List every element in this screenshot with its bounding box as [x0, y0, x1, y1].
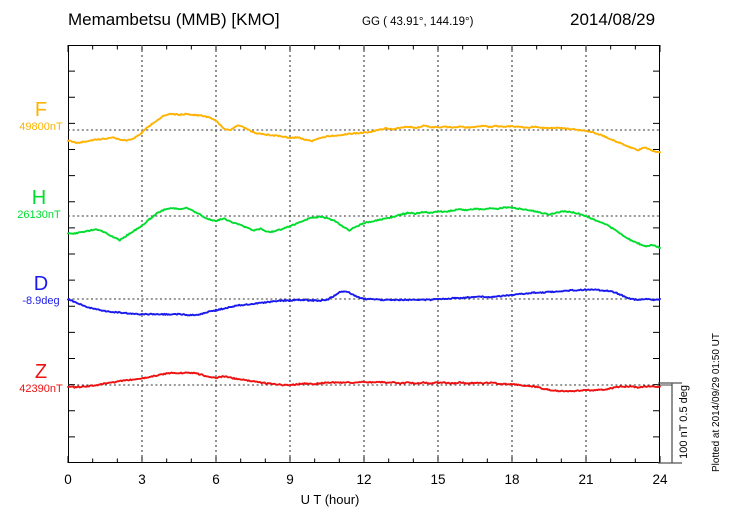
component-baseline-d: -8.9deg [22, 295, 60, 307]
x-axis-title: U T (hour) [0, 492, 730, 507]
x-axis-tick-label: 18 [504, 472, 520, 487]
component-baseline-z: 42390nT [19, 383, 63, 395]
x-axis-title-text: U T (hour) [300, 492, 360, 507]
x-axis-tick-label: 3 [138, 472, 146, 487]
component-code-d: D [33, 273, 49, 295]
component-code-z: Z [34, 361, 48, 383]
component-code-f: F [34, 99, 48, 121]
x-axis-tick-label: 6 [212, 472, 220, 487]
x-axis-tick-label: 15 [430, 472, 446, 487]
x-axis-tick-label: 24 [652, 472, 668, 487]
component-label-f: F 49800nT [14, 100, 68, 134]
component-baseline-h: 26130nT [17, 209, 61, 221]
x-axis-tick-label: 9 [286, 472, 294, 487]
page-title: Memambetsu (MMB) [KMO] [68, 10, 280, 29]
x-axis-tick-label: 12 [356, 472, 372, 487]
geographic-coordinates: GG ( 43.91°, 144.19°) [362, 16, 474, 28]
x-axis-tick-label: 21 [578, 472, 594, 487]
component-label-z: Z 42390nT [12, 362, 70, 396]
component-label-d: D -8.9deg [12, 274, 70, 308]
x-axis-tick-label: 0 [64, 472, 72, 487]
observation-date: 2014/08/29 [570, 10, 656, 29]
plotted-at-text: Plotted at 2014/09/29 01:50 UT [711, 333, 722, 472]
component-baseline-f: 49800nT [19, 121, 63, 133]
component-label-h: H 26130nT [8, 188, 70, 222]
scale-bar-label: 100 nT 0.5 deg [678, 385, 690, 459]
component-code-h: H [31, 187, 47, 209]
plot-area [68, 45, 660, 463]
